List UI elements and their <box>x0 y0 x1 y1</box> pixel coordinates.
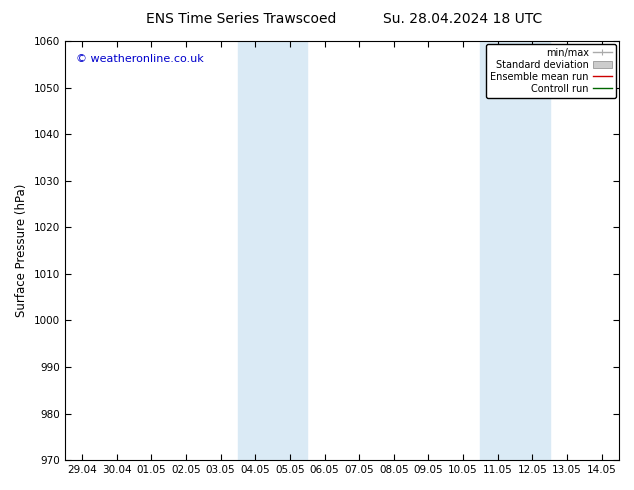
Bar <box>238 41 307 460</box>
Text: © weatheronline.co.uk: © weatheronline.co.uk <box>75 53 204 64</box>
Text: Su. 28.04.2024 18 UTC: Su. 28.04.2024 18 UTC <box>383 12 543 26</box>
Y-axis label: Surface Pressure (hPa): Surface Pressure (hPa) <box>15 184 28 318</box>
Legend: min/max, Standard deviation, Ensemble mean run, Controll run: min/max, Standard deviation, Ensemble me… <box>486 44 616 98</box>
Text: ENS Time Series Trawscoed: ENS Time Series Trawscoed <box>146 12 336 26</box>
Bar <box>481 41 550 460</box>
